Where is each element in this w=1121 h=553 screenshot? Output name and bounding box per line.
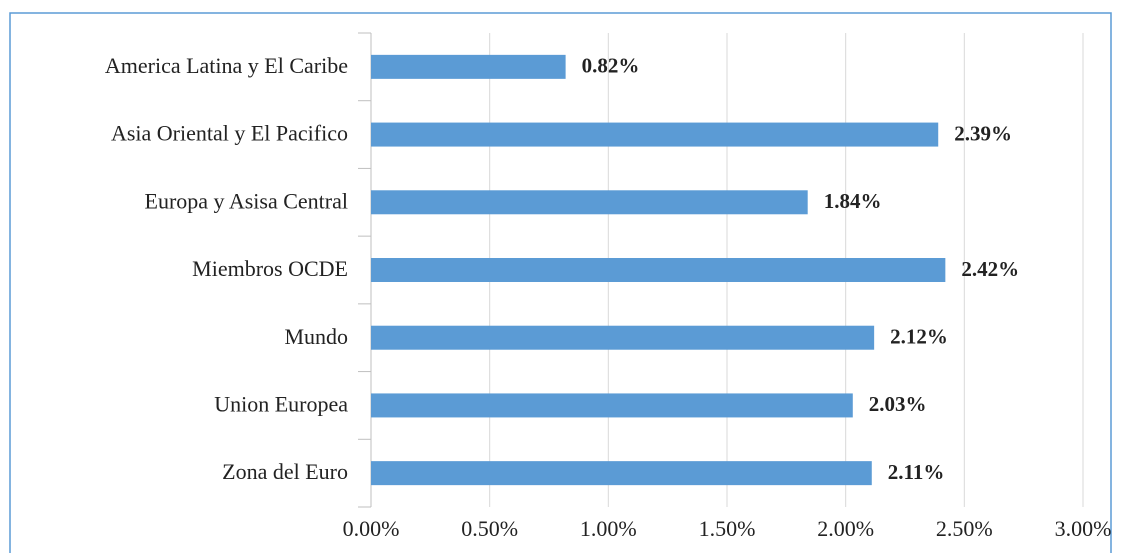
x-tick-label: 1.50% [699,516,756,541]
y-tick-label: America Latina y El Caribe [105,53,348,78]
y-tick-label: Union Europea [214,391,348,416]
bar [371,54,566,79]
x-tick-label: 2.50% [936,516,993,541]
y-tick-label: Europa y Asisa Central [145,188,348,213]
bar [371,258,946,282]
x-tick-label: 0.00% [343,516,400,541]
bar [371,325,875,350]
x-tick-label: 3.00% [1055,516,1112,541]
x-tick-label: 1.00% [580,516,637,541]
y-tick-label: Zona del Euro [222,459,348,484]
value-label: 0.82% [582,54,640,78]
value-label: 2.11% [888,460,945,484]
y-tick-label: Mundo [284,324,348,349]
value-label: 2.39% [954,121,1012,145]
value-label: 2.03% [869,392,927,416]
y-tick-label: Miembros OCDE [192,256,348,281]
bar [371,393,853,418]
value-label: 2.12% [890,325,948,349]
bar [371,190,808,215]
y-tick-label: Asia Oriental y El Pacifico [111,121,348,146]
x-tick-label: 2.00% [817,516,874,541]
value-label: 2.42% [961,257,1019,281]
x-tick-label: 0.50% [461,516,518,541]
value-label: 1.84% [824,189,882,213]
chart-frame [9,12,1112,553]
bar [371,122,939,147]
bar [371,461,872,486]
